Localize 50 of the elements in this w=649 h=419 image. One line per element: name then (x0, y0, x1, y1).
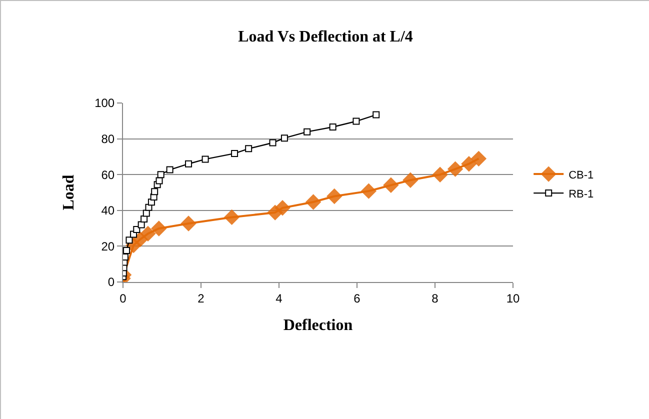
y-tick-label: 40 (101, 204, 115, 218)
point (180, 216, 196, 232)
point (140, 226, 156, 242)
point (306, 194, 321, 210)
point (352, 118, 360, 125)
point (157, 171, 164, 178)
y-axis-title: Load (60, 174, 78, 210)
point (142, 210, 150, 217)
point (361, 183, 376, 199)
point (166, 166, 174, 174)
point (461, 156, 477, 172)
point (383, 178, 399, 193)
point (245, 145, 252, 152)
y-tick-label: 100 (94, 96, 115, 110)
point (133, 226, 140, 234)
y-tick-label: 0 (108, 275, 115, 290)
point (231, 150, 238, 157)
point (202, 156, 209, 163)
chart-title: Load Vs Deflection at L/4 (238, 28, 413, 46)
point (145, 204, 152, 211)
legend-label: RB-1 (568, 188, 594, 200)
y-tick-label: 20 (101, 239, 115, 254)
x-tick-label: 2 (198, 291, 205, 306)
point (269, 139, 276, 146)
point (224, 210, 240, 225)
point (471, 151, 486, 166)
legend-label: CB-1 (568, 169, 594, 182)
point (326, 188, 342, 204)
point (185, 160, 192, 168)
x-tick-label: 6 (354, 291, 361, 306)
point (151, 220, 167, 236)
point (372, 111, 380, 118)
x-tick-label: 8 (432, 291, 439, 306)
point (280, 134, 288, 142)
y-tick-label: 80 (101, 132, 115, 146)
x-tick-label: 0 (120, 291, 127, 306)
point (151, 188, 158, 196)
x-axis-title: Deflection (283, 317, 353, 334)
point (156, 177, 163, 184)
point (402, 172, 418, 188)
point (329, 123, 336, 130)
point (274, 200, 290, 216)
point (448, 161, 463, 177)
point (432, 166, 448, 182)
point (126, 236, 133, 244)
x-tick-label: 10 (506, 291, 520, 306)
y-tick-label: 60 (101, 168, 115, 182)
point (123, 247, 130, 254)
point (304, 128, 311, 136)
x-tick-label: 4 (276, 291, 283, 306)
